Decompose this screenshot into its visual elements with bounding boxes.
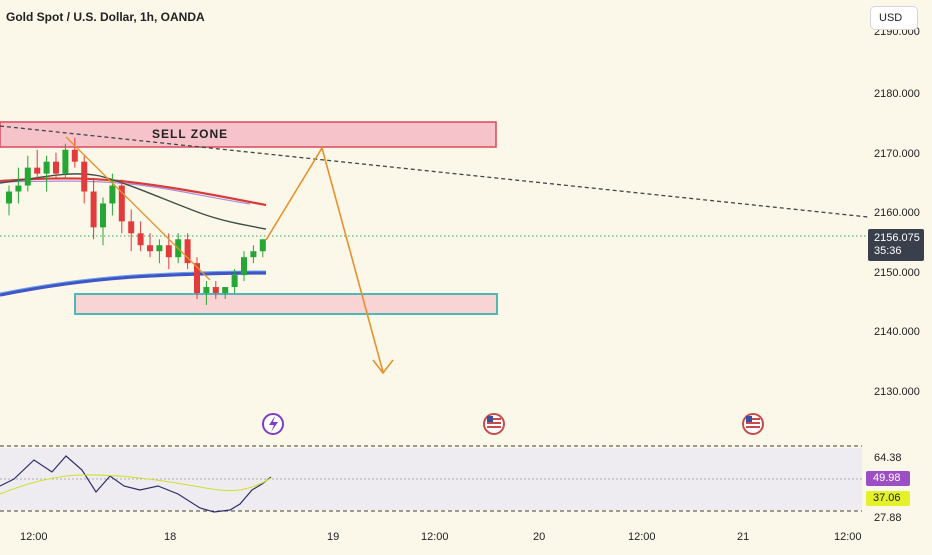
price-tick: 2170.000 bbox=[874, 148, 920, 160]
candle-body[interactable] bbox=[156, 245, 163, 252]
oscillator-signal bbox=[0, 474, 272, 495]
ma-purple bbox=[0, 180, 251, 205]
projection-arrowhead bbox=[372, 359, 394, 375]
time-label: 12:00 bbox=[628, 531, 656, 543]
candle-body[interactable] bbox=[231, 275, 238, 288]
time-axis[interactable]: 12:00 18 19 12:00 20 12:00 21 12:00 bbox=[20, 531, 862, 543]
candle-body[interactable] bbox=[118, 185, 125, 222]
sell-zone[interactable] bbox=[0, 121, 497, 148]
ma-dark bbox=[0, 173, 267, 230]
current-price-tag: 2156.075 35:36 bbox=[868, 229, 924, 261]
oscillator-value-yellow: 37.06 bbox=[866, 491, 910, 506]
bar-countdown: 35:36 bbox=[874, 245, 902, 257]
candle-body[interactable] bbox=[15, 185, 22, 192]
time-label: 19 bbox=[327, 531, 339, 543]
oscillator-line bbox=[0, 455, 272, 513]
candle-body[interactable] bbox=[100, 203, 106, 228]
price-tick: 2160.000 bbox=[874, 207, 920, 219]
candle-body[interactable] bbox=[212, 287, 219, 294]
lightning-event-icon[interactable] bbox=[262, 413, 284, 435]
us-flag-event-icon[interactable] bbox=[483, 413, 505, 435]
current-price-value: 2156.075 bbox=[874, 232, 920, 244]
price-axis[interactable]: 2190.000 2180.000 2170.000 2160.000 2150… bbox=[874, 26, 920, 398]
oscillator-value-purple: 49.98 bbox=[866, 471, 910, 486]
ma-blue bbox=[0, 271, 267, 297]
buy-zone[interactable] bbox=[74, 293, 498, 315]
sell-zone-label: SELL ZONE bbox=[152, 127, 228, 141]
candle-body[interactable] bbox=[81, 161, 88, 192]
oscillator-pane[interactable] bbox=[0, 445, 862, 513]
projection-path[interactable] bbox=[265, 145, 384, 373]
candle-body[interactable] bbox=[222, 287, 229, 294]
mini-trendline[interactable] bbox=[65, 136, 211, 281]
osc-tick-bottom: 27.88 bbox=[874, 512, 902, 524]
candle-body[interactable] bbox=[147, 245, 153, 252]
candle-body[interactable] bbox=[90, 191, 97, 228]
price-tick: 2150.000 bbox=[874, 267, 920, 279]
price-tick: 2130.000 bbox=[874, 386, 920, 398]
candle-body[interactable] bbox=[53, 161, 59, 174]
candle-body[interactable] bbox=[62, 149, 69, 174]
osc-tick-top: 64.38 bbox=[874, 452, 902, 464]
candle-body[interactable] bbox=[165, 245, 172, 258]
candle-body[interactable] bbox=[241, 257, 247, 276]
price-tick: 2180.000 bbox=[874, 88, 920, 100]
trendline[interactable] bbox=[0, 125, 869, 218]
time-label: 18 bbox=[164, 531, 176, 543]
candle-body[interactable] bbox=[109, 185, 116, 204]
price-tick: 2140.000 bbox=[874, 326, 920, 338]
ma-blue-light bbox=[0, 270, 267, 294]
time-label: 12:00 bbox=[421, 531, 449, 543]
currency-button[interactable]: USD bbox=[870, 6, 918, 30]
candle-body[interactable] bbox=[137, 233, 144, 246]
candle-body[interactable] bbox=[194, 263, 200, 294]
candle-body[interactable] bbox=[203, 287, 210, 294]
time-label: 20 bbox=[533, 531, 545, 543]
candle-body[interactable] bbox=[6, 191, 12, 204]
time-label: 12:00 bbox=[20, 531, 48, 543]
us-flag-event-icon[interactable] bbox=[742, 413, 764, 435]
candle-body[interactable] bbox=[34, 167, 41, 174]
time-label: 21 bbox=[737, 531, 749, 543]
candle-body[interactable] bbox=[24, 167, 31, 186]
candle-body[interactable] bbox=[250, 251, 257, 258]
candle-body[interactable] bbox=[184, 239, 191, 264]
candle-body[interactable] bbox=[71, 149, 78, 162]
candle-body[interactable] bbox=[128, 221, 135, 234]
time-label: 12:00 bbox=[834, 531, 862, 543]
candle-body[interactable] bbox=[43, 161, 50, 174]
chart-title: Gold Spot / U.S. Dollar, 1h, OANDA bbox=[6, 10, 205, 24]
ma-red bbox=[0, 177, 267, 207]
candle-body[interactable] bbox=[259, 239, 266, 252]
